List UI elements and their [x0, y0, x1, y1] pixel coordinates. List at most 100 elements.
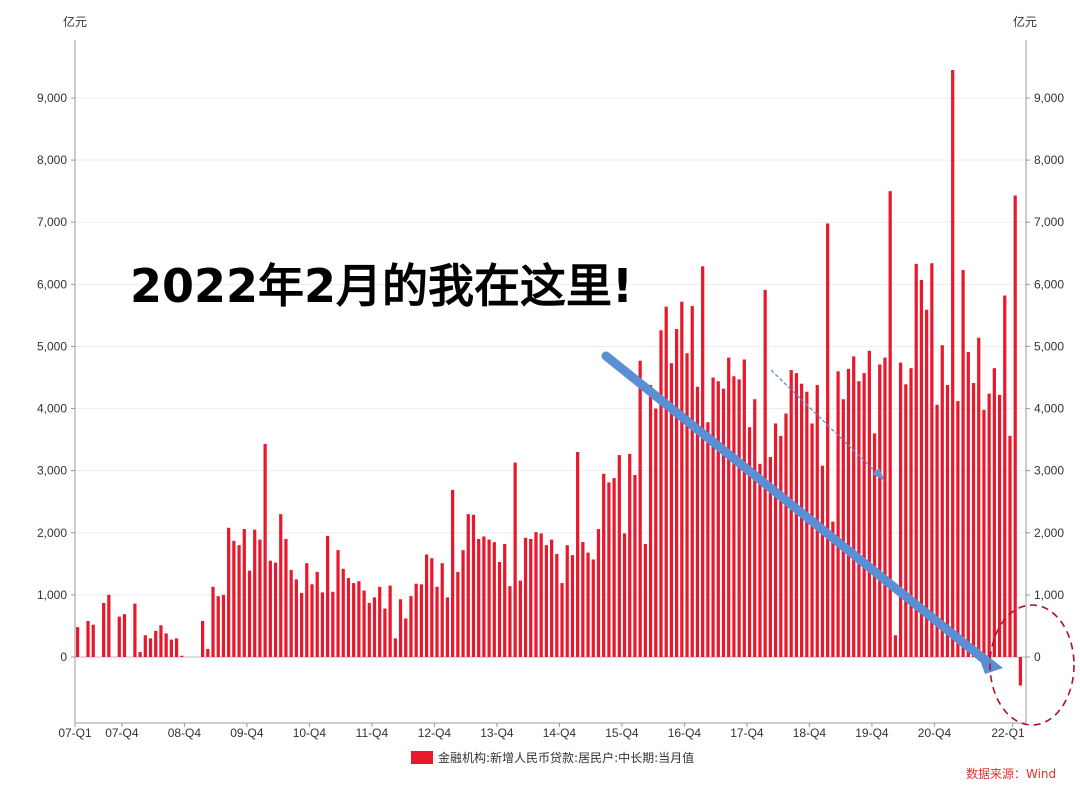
bar: [888, 191, 892, 657]
bar: [539, 533, 543, 657]
x-tick-label: 19-Q4: [855, 726, 889, 740]
bar: [930, 263, 934, 657]
x-tick-label: 11-Q4: [356, 726, 389, 740]
y-tick-label-right: 0: [1034, 650, 1041, 664]
bar: [659, 330, 663, 657]
bar: [841, 399, 845, 657]
bar: [675, 329, 679, 657]
bar-series: [75, 70, 1023, 686]
bar: [154, 630, 158, 657]
bar: [956, 401, 960, 657]
y-tick-label-left: 9,000: [37, 91, 67, 105]
bar: [664, 306, 668, 657]
bar: [164, 633, 168, 657]
bar: [904, 384, 908, 657]
bar: [471, 514, 476, 657]
thin-arrow-head: [872, 468, 885, 481]
blue-arrow-head: [975, 646, 1003, 674]
bar: [440, 563, 444, 657]
y-tick-label-right: 1,000: [1034, 588, 1064, 602]
x-tick-label: 14-Q4: [543, 726, 577, 740]
bar: [143, 635, 147, 657]
bar: [544, 545, 549, 657]
y-axis-left-ticks: 9,000 8,000 7,000 6,000 5,000 4,000 3,000 2,000…: [37, 91, 67, 664]
bar: [1013, 195, 1017, 657]
x-tick-label: 16-Q4: [668, 726, 702, 740]
bar: [982, 409, 986, 657]
y-tick-label-left: 8,000: [37, 153, 67, 167]
bar: [430, 558, 434, 657]
y-tick-label-right: 8,000: [1034, 153, 1064, 167]
bar: [284, 538, 288, 657]
bar: [878, 364, 882, 657]
bar: [925, 309, 929, 657]
bar: [315, 571, 319, 657]
bar: [482, 536, 486, 657]
bar: [508, 586, 512, 657]
bar: [466, 514, 470, 657]
bar: [263, 443, 267, 657]
bar: [914, 263, 918, 657]
bar: [320, 592, 325, 657]
bar: [367, 602, 371, 657]
bar: [372, 597, 377, 657]
y-tick-label-left: 7,000: [37, 215, 67, 229]
x-tick-label: 18-Q4: [793, 726, 827, 740]
bar: [560, 583, 564, 657]
highlight-circle: [989, 604, 1075, 726]
bar: [424, 554, 429, 657]
bar: [398, 599, 403, 657]
bar: [383, 608, 387, 657]
bar: [987, 393, 991, 657]
bar: [951, 70, 955, 658]
x-tick-label: 07-Q1: [58, 726, 92, 740]
bar: [91, 624, 95, 657]
bar: [826, 223, 830, 657]
bar: [690, 306, 694, 657]
bar: [227, 527, 231, 657]
bar: [612, 478, 616, 657]
bar: [643, 543, 647, 657]
bar: [711, 377, 715, 657]
y-tick-label-right: 4,000: [1034, 402, 1064, 416]
bar: [523, 537, 528, 657]
bar: [680, 301, 684, 657]
bar: [763, 289, 767, 657]
bar: [919, 279, 924, 657]
bar: [487, 539, 491, 657]
bar: [784, 413, 788, 657]
x-tick-label: 13-Q4: [480, 726, 514, 740]
bar: [419, 584, 423, 657]
bar: [602, 473, 606, 657]
x-tick-label: 09-Q4: [230, 726, 264, 740]
bar: [685, 353, 689, 657]
bar: [570, 555, 575, 657]
bar: [461, 550, 465, 657]
source-label: 数据来源：Wind: [966, 766, 1056, 781]
x-axis-ticks: 07-Q1 07-Q4 08-Q4 09-Q4 10-Q4 11-Q4 12-Q4 13-Q4…: [58, 723, 1025, 740]
bar: [138, 652, 142, 657]
bar: [742, 359, 746, 657]
bar: [393, 638, 397, 657]
bar: [596, 529, 601, 657]
bar: [695, 386, 700, 657]
bar: [909, 368, 913, 657]
x-tick-label: 17-Q4: [730, 726, 764, 740]
bar: [622, 533, 627, 657]
bar: [253, 529, 257, 657]
bar: [586, 552, 590, 657]
y-unit-right: 亿元: [1013, 14, 1037, 29]
legend-swatch: [411, 751, 433, 764]
bar: [346, 578, 351, 657]
bar: [800, 383, 804, 657]
bar: [513, 462, 517, 657]
thin-dashed-arrow: [770, 369, 879, 475]
bar: [102, 602, 106, 657]
bar: [805, 391, 809, 657]
bar: [378, 586, 382, 657]
bar: [247, 570, 252, 657]
bar: [758, 463, 762, 657]
y-tick-label-right: 3,000: [1034, 464, 1064, 478]
y-tick-label-right: 2,000: [1034, 526, 1064, 540]
bar: [122, 614, 127, 657]
